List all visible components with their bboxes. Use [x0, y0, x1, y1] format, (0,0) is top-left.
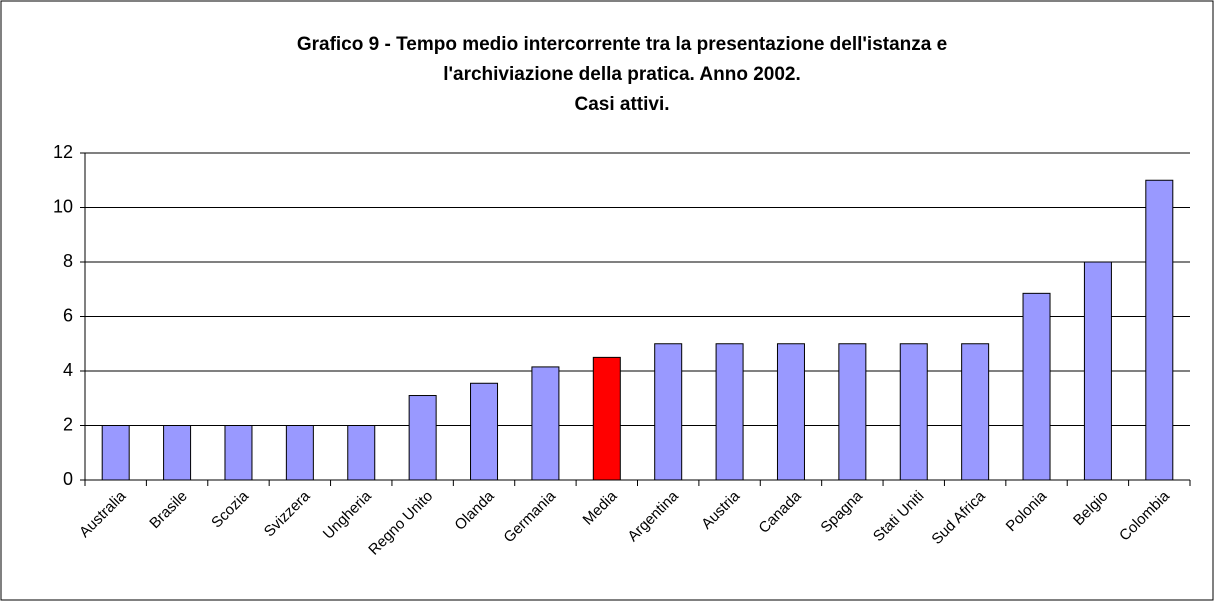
chart-title: Casi attivi.: [574, 94, 669, 115]
y-tick-label: 6: [63, 305, 73, 325]
bar: [531, 366, 560, 481]
bar: [1022, 292, 1051, 481]
bar: [408, 395, 437, 481]
y-tick-label: 8: [63, 251, 73, 271]
bar: [101, 425, 130, 481]
bar: [347, 425, 376, 481]
bar: [224, 425, 253, 481]
bar: [838, 343, 867, 481]
bar: [654, 343, 683, 481]
y-tick-label: 0: [63, 469, 73, 489]
bar: [285, 425, 314, 481]
bar: [961, 343, 990, 481]
y-tick-label: 2: [63, 414, 73, 434]
chart-title: l'archiviazione della pratica. Anno 2002…: [443, 64, 801, 85]
bar: [1145, 179, 1174, 481]
chart-title: Grafico 9 - Tempo medio intercorrente tr…: [297, 34, 947, 55]
bar: [899, 343, 928, 481]
y-tick-label: 4: [63, 360, 73, 380]
bar: [776, 343, 805, 481]
y-tick-label: 12: [53, 142, 73, 162]
bar: [470, 382, 499, 481]
bar: [1083, 261, 1112, 481]
bar: [163, 425, 192, 481]
bar: [592, 356, 621, 481]
bar: [715, 343, 744, 481]
y-tick-label: 10: [53, 196, 73, 216]
